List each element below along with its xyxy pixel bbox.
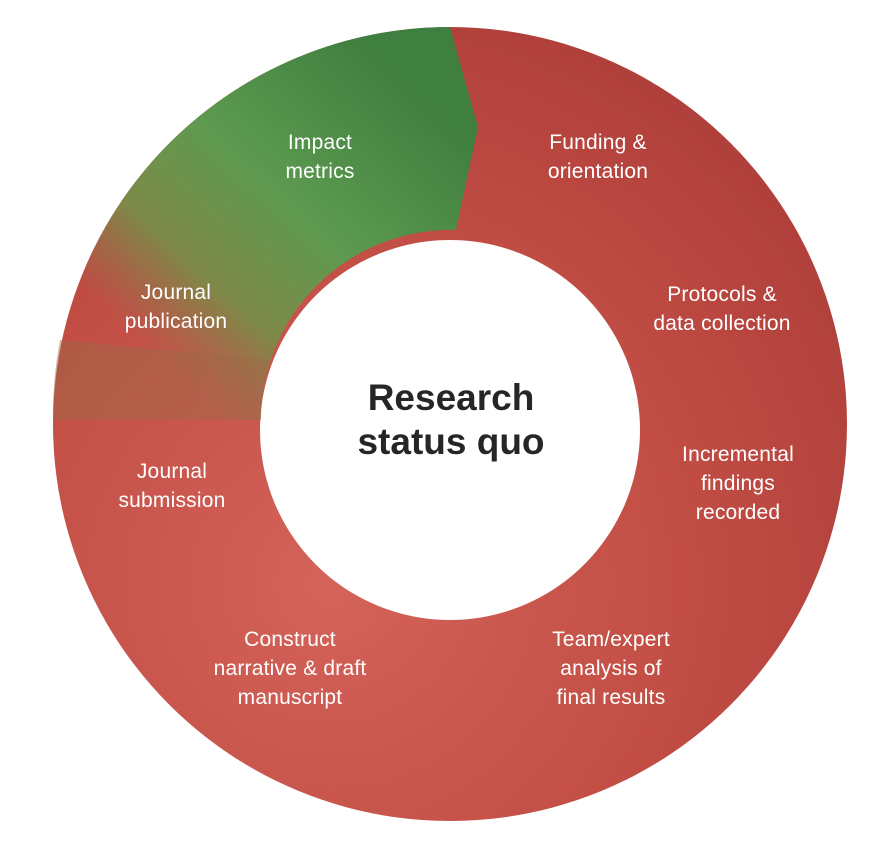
stage-label-construct: Construct narrative & draft manuscript (213, 628, 367, 709)
stage-label-incremental: Incremental findings recorded (682, 443, 794, 524)
stage-label-funding: Funding & orientation (547, 131, 649, 183)
ring-blend-segment (52, 340, 271, 420)
stage-label-team: Team/expert analysis of final results (552, 628, 670, 709)
stage-label-submission: Journal submission (118, 460, 226, 512)
center-title: Research status quo (357, 377, 545, 462)
stage-label-publication: Journal publication (124, 281, 228, 333)
ring-green-segment (53, 27, 478, 420)
stage-label-impact: Impact metrics (285, 131, 355, 183)
stage-label-protocols: Protocols & data collection (653, 283, 791, 335)
